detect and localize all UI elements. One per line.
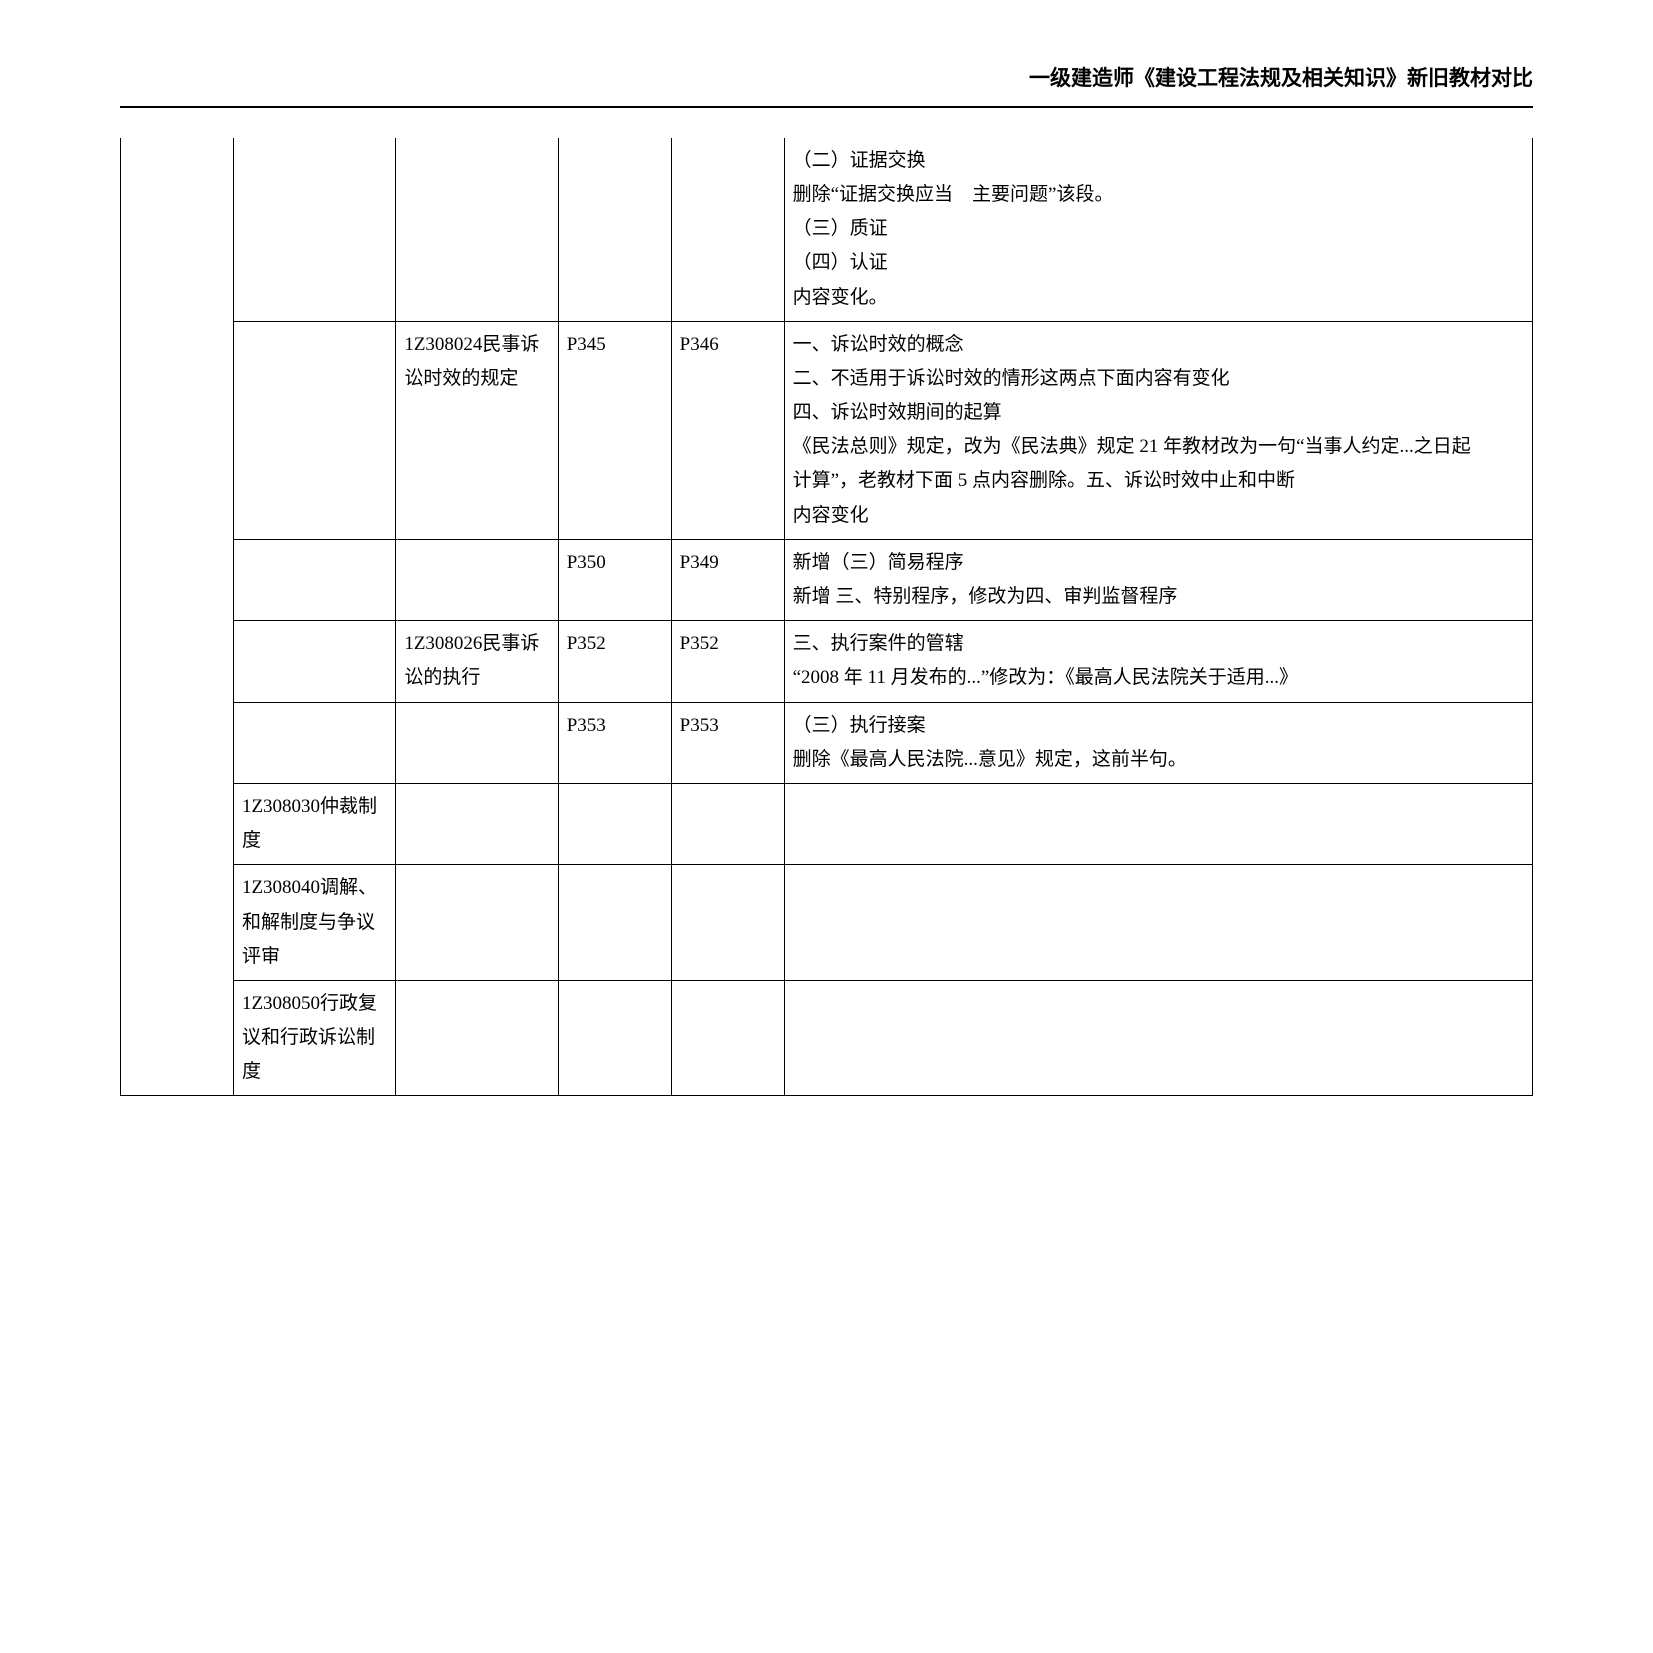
cell-change-description: 新增（三）简易程序新增 三、特别程序，修改为四、审判监督程序 [784,539,1532,620]
cell-section-code: 1Z308030仲裁制度 [233,783,395,864]
cell-section-code: 1Z308050行政复议和行政诉讼制度 [233,980,395,1096]
cell-subsection-code [396,539,558,620]
table-row: （二）证据交换删除“证据交换应当 主要问题”该段。（三）质证（四）认证内容变化。 [121,138,1533,321]
cell-change-description: 一、诉讼时效的概念二、不适用于诉讼时效的情形这两点下面内容有变化四、诉讼时效期间… [784,321,1532,539]
cell-old-page: P353 [558,702,671,783]
cell-change-description [784,865,1532,981]
cell-old-page [558,138,671,321]
cell-old-page [558,980,671,1096]
cell-subsection-code [396,702,558,783]
cell-section-code: 1Z308040调解、和解制度与争议评审 [233,865,395,981]
cell-subsection-code [396,783,558,864]
cell-section-code [233,539,395,620]
cell-subsection-code: 1Z308026民事诉讼的执行 [396,621,558,702]
cell-change-description [784,980,1532,1096]
table-row: 1Z308024民事诉讼时效的规定P345P346一、诉讼时效的概念二、不适用于… [121,321,1533,539]
cell-new-page [671,980,784,1096]
cell-subsection-code [396,980,558,1096]
cell-old-page [558,783,671,864]
cell-new-page [671,138,784,321]
cell-new-page [671,783,784,864]
cell-new-page: P352 [671,621,784,702]
cell-old-page: P352 [558,621,671,702]
cell-subsection-code [396,138,558,321]
cell-change-description: 三、执行案件的管辖“2008 年 11 月发布的...”修改为：《最高人民法院关… [784,621,1532,702]
cell-subsection-code: 1Z308024民事诉讼时效的规定 [396,321,558,539]
cell-new-page: P353 [671,702,784,783]
cell-change-description: （二）证据交换删除“证据交换应当 主要问题”该段。（三）质证（四）认证内容变化。 [784,138,1532,321]
cell-new-page: P346 [671,321,784,539]
table-row: P353P353（三）执行接案删除《最高人民法院...意见》规定，这前半句。 [121,702,1533,783]
cell-new-page [671,865,784,981]
cell-old-page [558,865,671,981]
table-row: 1Z308030仲裁制度 [121,783,1533,864]
cell-old-page: P345 [558,321,671,539]
header-title: 一级建造师《建设工程法规及相关知识》新旧教材对比 [1029,66,1533,90]
cell-section-code [233,702,395,783]
cell-change-description: （三）执行接案删除《最高人民法院...意见》规定，这前半句。 [784,702,1532,783]
cell-new-page: P349 [671,539,784,620]
table-row: P350P349新增（三）简易程序新增 三、特别程序，修改为四、审判监督程序 [121,539,1533,620]
table-row: 1Z308026民事诉讼的执行P352P352三、执行案件的管辖“2008 年 … [121,621,1533,702]
table-row: 1Z308050行政复议和行政诉讼制度 [121,980,1533,1096]
comparison-table: （二）证据交换删除“证据交换应当 主要问题”该段。（三）质证（四）认证内容变化。… [120,138,1533,1097]
cell-section-code [233,321,395,539]
cell-section-code [233,138,395,321]
cell-subsection-code [396,865,558,981]
cell-change-description [784,783,1532,864]
cell-col-a [121,138,234,1096]
page-header: 一级建造师《建设工程法规及相关知识》新旧教材对比 [120,60,1533,108]
cell-old-page: P350 [558,539,671,620]
table-row: 1Z308040调解、和解制度与争议评审 [121,865,1533,981]
cell-section-code [233,621,395,702]
